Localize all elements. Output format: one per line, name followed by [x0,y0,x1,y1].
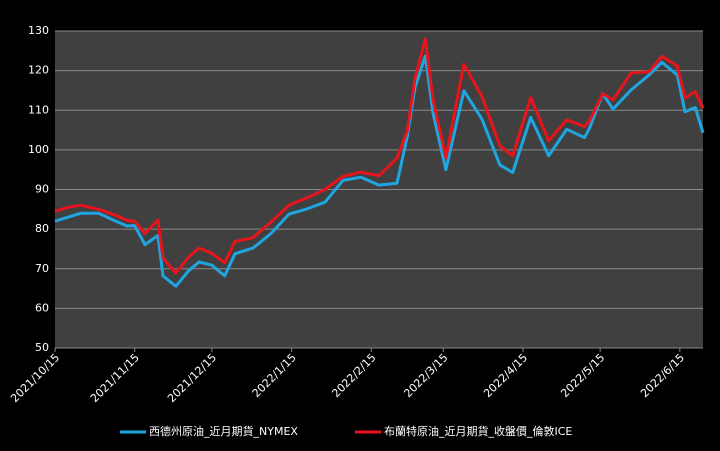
legend-label: 布蘭特原油_近月期貨_收盤價_倫敦ICE [384,424,572,438]
y-tick-label: 80 [35,222,49,235]
y-tick-label: 60 [35,301,49,314]
line [54,37,705,275]
x-tick-label: 2021/11/15 [88,351,142,405]
x-tick-label: 2022/2/15 [329,351,378,400]
x-tick-label: 2022/4/15 [481,351,530,400]
x-tick-label: 2021/10/15 [8,351,62,405]
legend-label: 西德州原油_近月期貨_NYMEX [149,424,298,438]
y-tick-label: 130 [28,24,49,37]
y-tick-label: 110 [28,103,49,116]
y-tick-label: 50 [35,341,49,354]
y-tick-label: 70 [35,262,49,275]
y-tick-label: 120 [28,64,49,77]
x-tick-label: 2022/3/15 [401,351,450,400]
y-tick-label: 90 [35,183,49,196]
x-tick-label: 2022/1/15 [250,351,299,400]
x-tick-label: 2021/12/15 [165,351,219,405]
x-tick-label: 2022/5/15 [558,351,607,400]
x-tick-label: 2022/6/15 [638,351,687,400]
y-tick-label: 100 [28,143,49,156]
